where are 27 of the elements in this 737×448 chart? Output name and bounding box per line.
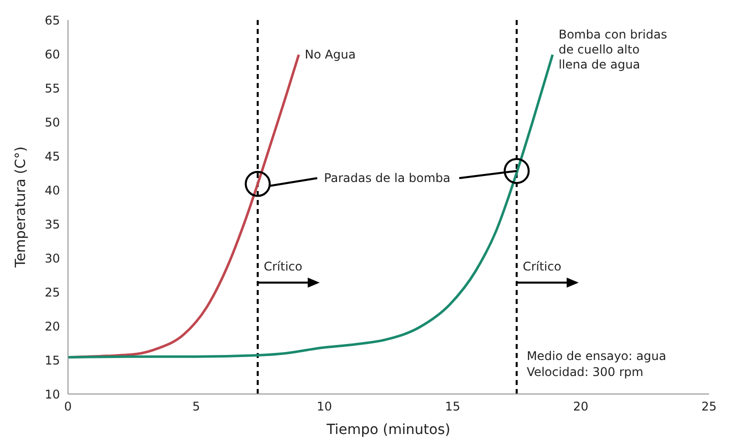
y-tick-label: 60 <box>44 47 60 62</box>
series-label: No Agua <box>304 48 356 62</box>
y-tick-label: 25 <box>44 285 60 300</box>
y-tick-label: 55 <box>44 81 60 96</box>
y-tick-label: 40 <box>44 183 60 198</box>
x-axis-title: Tiempo (minutos) <box>326 422 450 438</box>
y-tick-label: 35 <box>44 217 60 232</box>
y-axis-title: Temperatura (C°) <box>12 146 29 269</box>
annotation: Crítico <box>264 260 302 274</box>
annotation: Crítico <box>522 260 562 274</box>
y-tick-label: 65 <box>44 13 60 28</box>
x-tick-label: 0 <box>64 400 72 414</box>
x-tick-label: 15 <box>444 400 460 414</box>
annotation: Paradas de la bomba <box>324 171 450 186</box>
annotation: Medio de ensayo: agua <box>526 349 666 363</box>
y-tick-label: 30 <box>44 251 60 266</box>
x-tick-label: 5 <box>192 400 200 414</box>
y-tick-label: 20 <box>44 319 60 334</box>
y-tick-label: 15 <box>44 353 60 368</box>
x-tick-label: 20 <box>573 400 588 414</box>
y-tick-label: 50 <box>44 115 60 130</box>
y-tick-label: 10 <box>44 387 60 402</box>
series-label: Bomba con bridas de cuello alto llena de agua <box>558 28 668 72</box>
x-tick-label: 10 <box>316 400 332 414</box>
x-tick-label: 25 <box>701 400 717 414</box>
annotation: Velocidad: 300 rpm <box>526 365 644 379</box>
y-tick-label: 45 <box>44 149 60 164</box>
